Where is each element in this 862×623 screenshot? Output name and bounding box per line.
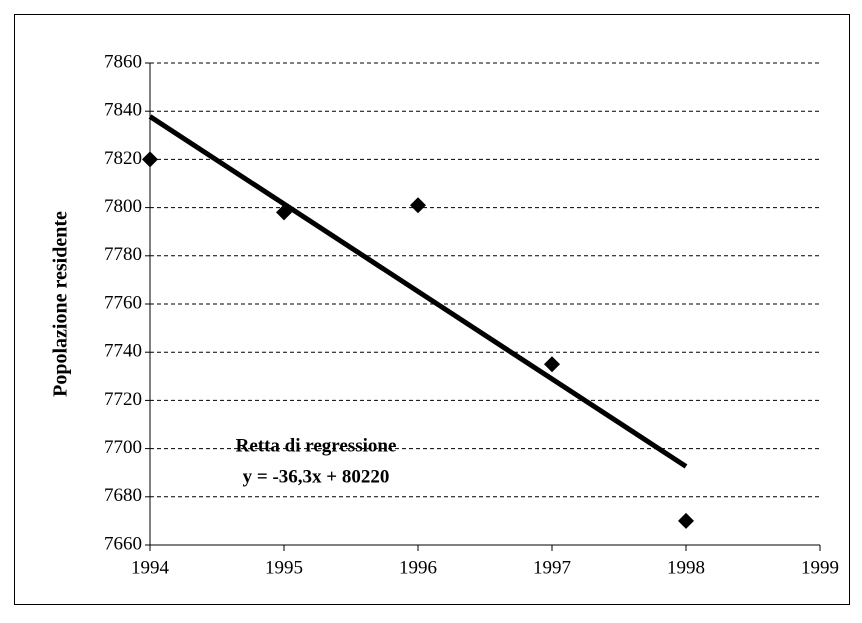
x-tick-label: 1999 [801,557,839,578]
trendline [148,114,688,469]
y-axis-label: Popolazione residente [50,211,72,397]
y-tick-label: 7760 [104,292,142,313]
y-tick-label: 7660 [104,533,142,554]
chart-frame [14,14,850,605]
y-tick-label: 7680 [104,485,142,506]
y-tick-label: 7720 [104,389,142,410]
y-tick-label: 7700 [104,437,142,458]
y-tick-label: 7740 [104,341,142,362]
data-point [410,197,426,214]
y-tick-label: 7780 [104,244,142,265]
y-tick-label: 7840 [104,100,142,121]
data-point [544,356,560,373]
y-tick-label: 7820 [104,148,142,169]
data-point [678,512,694,529]
x-tick-label: 1994 [131,557,170,578]
x-tick-label: 1995 [265,557,303,578]
data-point [142,151,158,168]
annotation: y = -36,3x + 80220 [243,466,390,487]
y-tick-label: 7800 [104,196,142,217]
y-tick-label: 7860 [104,51,142,72]
x-tick-label: 1998 [667,557,705,578]
x-tick-label: 1996 [399,557,437,578]
annotation: Retta di regressione [236,435,397,456]
x-tick-label: 1997 [533,557,571,578]
